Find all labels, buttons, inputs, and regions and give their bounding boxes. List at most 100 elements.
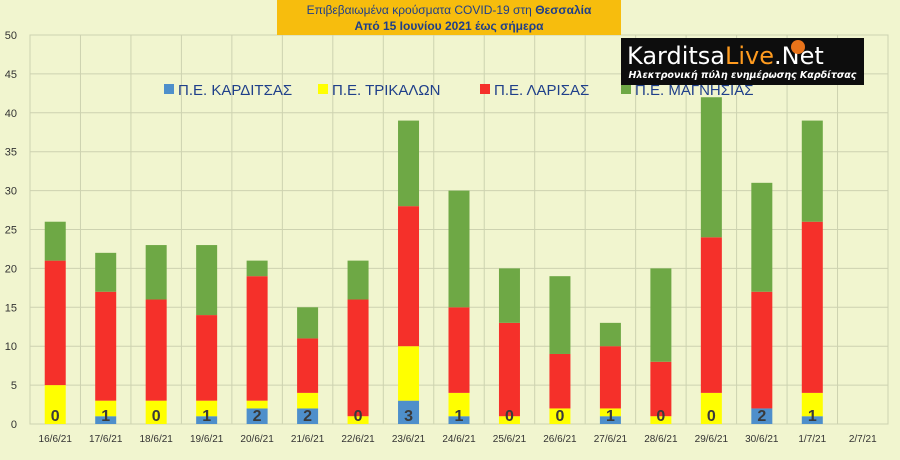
data-labels: 0 1 0 1 2 2 0 3 1 0 0 1 0 0 2 1 — [51, 408, 817, 425]
bar-segment — [398, 206, 420, 347]
legend-swatch — [164, 84, 174, 94]
data-label: 0 — [707, 408, 716, 425]
x-tick-label: 20/6/21 — [240, 434, 274, 445]
bar-segment — [549, 353, 571, 409]
bar-segment — [801, 416, 823, 424]
bar-segment — [751, 182, 773, 292]
chart-title: Επιβεβαιωμένα κρούσματα COVID-19 στη Θεσ… — [277, 0, 621, 18]
y-tick-label: 30 — [5, 186, 17, 198]
x-tick-label: 16/6/21 — [39, 434, 73, 445]
bar-segment — [44, 260, 66, 386]
data-label: 2 — [757, 408, 766, 425]
bar-segment — [650, 268, 672, 362]
bar-segment — [398, 346, 420, 401]
legend-swatch — [318, 84, 328, 94]
y-axis-ticks: 0 5 10 15 20 25 30 35 40 45 50 — [5, 30, 17, 431]
y-tick-label: 40 — [5, 108, 17, 120]
bar-segment — [498, 322, 520, 417]
bars — [44, 97, 823, 424]
bar-segment — [44, 221, 66, 261]
x-tick-label: 29/6/21 — [695, 434, 729, 445]
legend-label: Π.Ε. ΜΑΓΝΗΣΙΑΣ — [635, 82, 753, 99]
y-tick-label: 45 — [5, 69, 17, 81]
bar-segment — [145, 400, 167, 424]
bar-segment — [549, 408, 571, 424]
bar-segment — [751, 408, 773, 424]
x-tick-label: 2/7/21 — [849, 434, 877, 445]
bar-segment — [297, 392, 319, 409]
y-tick-label: 0 — [11, 419, 17, 431]
bar-segment — [801, 221, 823, 393]
x-tick-label: 22/6/21 — [341, 434, 375, 445]
chart-subtitle: Από 15 Ιουνίου 2021 έως σήμερα — [354, 19, 544, 33]
data-label: 1 — [202, 408, 211, 425]
y-tick-label: 15 — [5, 302, 17, 314]
x-tick-label: 25/6/21 — [493, 434, 527, 445]
data-label: 0 — [354, 408, 363, 425]
bar-segment — [448, 416, 470, 424]
bar-segment — [549, 276, 571, 354]
bar-segment — [95, 252, 117, 292]
bar-segment — [801, 120, 823, 222]
bar-segment — [347, 416, 369, 424]
x-axis-ticks: 16/6/21 17/6/21 18/6/21 19/6/21 20/6/21 21/6/… — [39, 434, 878, 445]
bar-segment — [347, 260, 369, 300]
y-tick-label: 5 — [11, 380, 17, 392]
bar-segment — [599, 408, 621, 417]
logo-name: KarditsaLive.Net — [627, 42, 824, 70]
data-label: 1 — [606, 408, 615, 425]
bar-segment — [95, 400, 117, 417]
x-tick-label: 24/6/21 — [442, 434, 476, 445]
bar-segment — [246, 408, 268, 424]
bar-segment — [398, 120, 420, 207]
title-region: Θεσσαλία — [535, 3, 592, 17]
x-tick-label: 19/6/21 — [190, 434, 224, 445]
bar-segment — [297, 307, 319, 339]
legend-label: Π.Ε. ΚΑΡΔΙΤΣΑΣ — [178, 82, 292, 99]
legend-label: Π.Ε. ΤΡΙΚΑΛΩΝ — [332, 82, 440, 99]
bar-segment — [196, 245, 218, 316]
x-tick-label: 1/7/21 — [798, 434, 826, 445]
x-tick-label: 23/6/21 — [392, 434, 426, 445]
bar-segment — [700, 392, 722, 424]
bar-segment — [801, 392, 823, 417]
bar-segment — [196, 400, 218, 417]
data-label: 1 — [455, 408, 464, 425]
bar-segment — [95, 416, 117, 424]
data-label: 0 — [656, 408, 665, 425]
bar-segment — [398, 400, 420, 424]
y-tick-label: 10 — [5, 341, 17, 353]
x-tick-label: 17/6/21 — [89, 434, 123, 445]
data-label: 1 — [808, 408, 817, 425]
data-label: 0 — [152, 408, 161, 425]
bar-segment — [246, 400, 268, 409]
logo-tagline: Ηλεκτρονική πύλη ενημέρωσης Καρδίτσας — [628, 70, 857, 81]
bar-segment — [599, 346, 621, 409]
data-label: 1 — [101, 408, 110, 425]
bar-segment — [448, 392, 470, 417]
data-label: 3 — [404, 408, 413, 425]
chart-title-box: Επιβεβαιωμένα κρούσματα COVID-19 στη Θεσ… — [277, 0, 621, 35]
y-tick-label: 25 — [5, 225, 17, 237]
bar-segment — [498, 416, 520, 424]
bar-segment — [297, 338, 319, 393]
karditsalive-logo: KarditsaLive.Net Ηλεκτρονική πύλη ενημέρ… — [621, 38, 864, 85]
legend: Π.Ε. ΚΑΡΔΙΤΣΑΣ Π.Ε. ΤΡΙΚΑΛΩΝ Π.Ε. ΛΑΡΙΣΑΣ Π… — [164, 82, 753, 99]
legend-label: Π.Ε. ΛΑΡΙΣΑΣ — [494, 82, 589, 99]
bar-segment — [196, 416, 218, 424]
data-label: 2 — [253, 408, 262, 425]
y-tick-label: 20 — [5, 263, 17, 275]
x-tick-label: 21/6/21 — [291, 434, 325, 445]
bar-segment — [145, 245, 167, 300]
data-label: 0 — [51, 408, 60, 425]
bar-segment — [650, 361, 672, 417]
bar-segment — [44, 385, 66, 424]
x-tick-label: 27/6/21 — [594, 434, 628, 445]
bar-segment — [246, 276, 268, 401]
bar-segment — [196, 315, 218, 401]
legend-swatch — [480, 84, 490, 94]
x-tick-label: 30/6/21 — [745, 434, 779, 445]
bar-segment — [700, 237, 722, 393]
x-tick-label: 26/6/21 — [543, 434, 577, 445]
bar-segment — [448, 307, 470, 393]
